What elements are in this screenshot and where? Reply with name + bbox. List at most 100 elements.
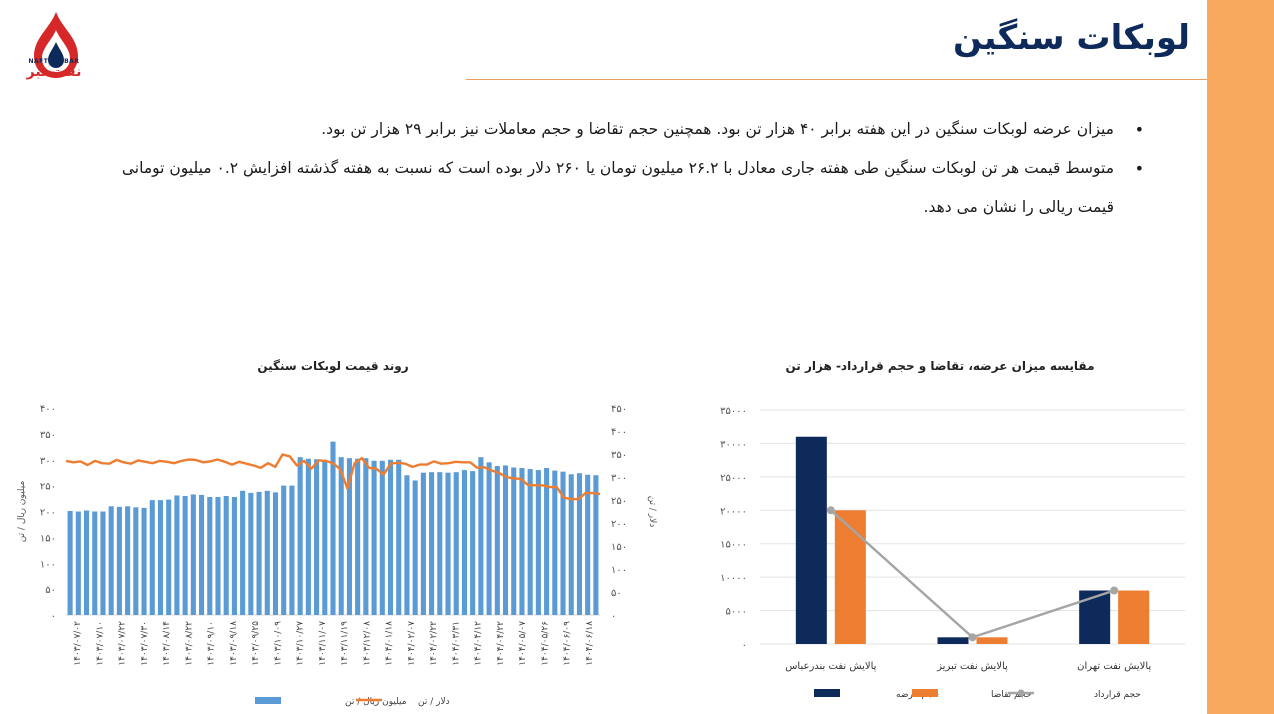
bar-rial [478, 457, 484, 615]
y-tick-label: ۱۵۰۰۰ [720, 540, 747, 551]
y-tick-label: ۵۰۰۰ [726, 607, 747, 618]
x-tick-label: ۱۴۰۴/۰۵/۲۶ [540, 621, 550, 666]
x-tick-label: ۱۴۰۳/۰۹/۲۵ [251, 621, 261, 666]
y-tick-label: ۰ [51, 611, 56, 622]
y-axis-label: میلیون ریال / تن [17, 481, 27, 543]
bar-rial [429, 472, 435, 615]
y2-tick-label: ۳۵۰ [611, 450, 627, 461]
bar-demand [834, 510, 866, 644]
point-contract [1110, 586, 1119, 595]
x-tick-label: ۱۴۰۴/۰۲/۰۷ [407, 621, 417, 666]
bar-rial [593, 475, 599, 615]
bar-supply [937, 637, 969, 644]
bar-rial [371, 460, 377, 615]
bar-rial [83, 510, 90, 615]
logo-subtitle: NAFTKHABAR [28, 58, 80, 65]
bar-rial [412, 480, 418, 615]
chart-title: مقایسه میزان عرضه، تقاضا و حجم قرارداد- … [785, 359, 1094, 374]
bar-rial [576, 473, 583, 615]
bar-rial [544, 468, 550, 615]
title-divider [466, 79, 1207, 80]
y-tick-label: ۲۵۰۰۰ [720, 473, 747, 484]
bar-rial [174, 495, 180, 615]
bar-demand [1118, 590, 1150, 644]
y-tick-label: ۱۰۰۰۰ [720, 573, 747, 584]
bar-rial [125, 506, 131, 615]
bar-rial [363, 458, 369, 615]
bar-rial [502, 465, 509, 615]
bar-rial [420, 472, 426, 615]
bar-rial [379, 460, 385, 615]
bar-rial [322, 459, 328, 615]
page-title: لوبکات سنگین [953, 18, 1190, 58]
x-tick-label: ۱۴۰۴/۰۶/۱۸ [585, 621, 595, 666]
bar-rial [166, 499, 172, 615]
y2-tick-label: ۱۵۰ [611, 542, 627, 553]
legend-swatch-supply [814, 689, 840, 697]
x-tick-label: ۱۴۰۳/۱۰/۲۷ [296, 621, 306, 666]
bar-rial [281, 485, 287, 615]
bar-rial [437, 472, 443, 615]
bar-rial [133, 507, 139, 615]
y-tick-label: ۱۵۰ [40, 533, 56, 544]
bar-rial [305, 458, 311, 615]
y-tick-label: ۴۰۰ [40, 404, 56, 415]
bullet-item-2: متوسط قیمت هر تن لوبکات سنگین طی هفته جا… [104, 149, 1144, 227]
line-contract [829, 509, 1115, 639]
legend-marker-contract [1017, 689, 1025, 697]
legend-label-dollar: دلار / تن [418, 697, 450, 707]
bar-rial [182, 495, 188, 615]
x-tick-label: ۱۴۰۴/۰۵/۰۷ [518, 621, 528, 666]
bar-rial [289, 485, 295, 615]
bar-rial [248, 492, 254, 615]
bar-rial [108, 506, 114, 615]
bar-supply [795, 436, 827, 644]
y2-tick-label: ۴۵۰ [611, 404, 627, 415]
bar-rial [338, 457, 344, 615]
y-tick-label: ۲۰۰ [40, 508, 56, 519]
bullet-item-1: میزان عرضه لوبکات سنگین در این هفته براب… [104, 110, 1144, 149]
bar-rial [264, 490, 270, 615]
bar-rial [215, 497, 221, 615]
x-tick-label: ۱۴۰۳/۱۱/۱۹ [340, 621, 350, 666]
y-tick-label: ۰ [742, 640, 747, 651]
x-tick-label: ۱۴۰۳/۰۸/۲۲ [184, 621, 194, 666]
bar-rial [231, 497, 237, 615]
x-tick-label: ۱۴۰۳/۱۲/۰۸ [362, 621, 372, 666]
x-tick-label: ۱۴۰۳/۰۷/۰۲ [73, 621, 83, 666]
bar-rial [519, 468, 525, 615]
point-contract [826, 506, 835, 515]
bar-rial [207, 497, 213, 615]
y-tick-label: ۲۰۰۰۰ [720, 506, 747, 517]
y2-tick-label: ۲۵۰ [611, 496, 627, 507]
bar-rial [92, 511, 98, 615]
bar-rial [535, 470, 541, 615]
y2-tick-label: ۳۰۰ [611, 473, 627, 484]
side-accent-bar [1207, 0, 1274, 714]
category-label: پالایش نفت تبریز [936, 661, 1008, 672]
bar-rial [527, 469, 533, 615]
bar-rial [190, 494, 196, 615]
bar-rial [223, 495, 229, 615]
bar-rial [585, 474, 591, 615]
bar-rial [256, 491, 262, 615]
y-tick-label: ۳۵۰۰۰ [720, 406, 747, 417]
bar-rial [330, 441, 336, 615]
legend-label-contract: حجم قرارداد [1094, 690, 1141, 700]
category-label: پالایش نفت تهران [1077, 661, 1151, 672]
y2-tick-label: ۴۰۰ [611, 427, 627, 438]
bar-rial [157, 500, 164, 615]
bar-rial [240, 490, 246, 615]
bar-rial [100, 511, 106, 615]
bar-rial [560, 471, 566, 615]
naftkhabar-logo [34, 12, 78, 78]
x-tick-label: ۱۴۰۴/۰۴/۱۲ [474, 621, 484, 666]
category-label: پالایش نفت بندرعباس [785, 661, 876, 672]
x-tick-label: ۱۴۰۴/۰۶/۰۹ [563, 621, 573, 666]
bar-rial [67, 510, 73, 615]
x-tick-label: ۱۴۰۴/۰۳/۳۱ [451, 621, 461, 666]
bar-rial [387, 459, 394, 615]
bar-rial [494, 465, 500, 615]
bar-rial [116, 506, 122, 615]
bar-rial [404, 475, 410, 615]
